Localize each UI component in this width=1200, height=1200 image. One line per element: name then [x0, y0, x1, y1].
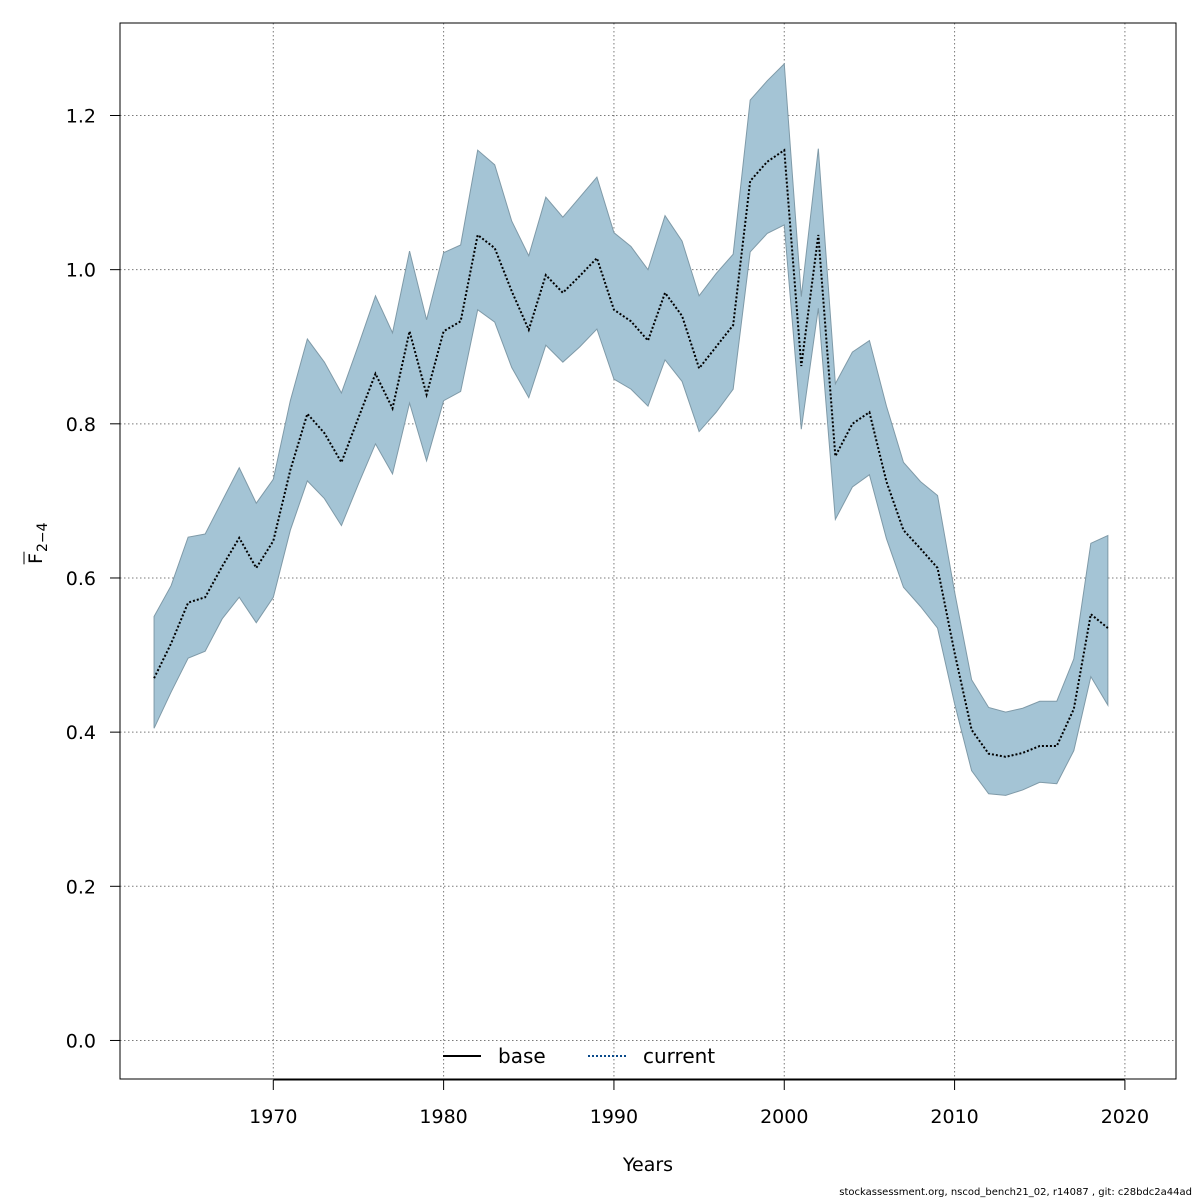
x-tick-label: 2020 — [1101, 1106, 1149, 1128]
y-axis: 0.0 0.2 0.4 0.6 0.8 1.0 1.2 — [66, 105, 121, 1052]
legend-label-current: current — [643, 1044, 715, 1068]
y-axis-title: F — 2−4 — [16, 522, 51, 565]
legend-label-base: base — [498, 1044, 546, 1068]
y-tick-label: 0.4 — [66, 722, 96, 744]
x-axis-title: Years — [622, 1154, 673, 1176]
y-tick-label: 1.0 — [66, 260, 96, 282]
x-tick-label: 1980 — [419, 1106, 467, 1128]
x-axis: 1970 1980 1990 2000 2010 2020 — [249, 1079, 1149, 1128]
legend: base current — [443, 1044, 715, 1068]
estimate-line-current — [153, 148, 1109, 758]
y-axis-title-subscript: 2−4 — [35, 522, 51, 552]
x-tick-label: 1990 — [590, 1106, 638, 1128]
x-tick-label: 2000 — [760, 1106, 808, 1128]
credit-footer: stockassessment.org, nscod_bench21_02, r… — [839, 1187, 1192, 1198]
y-tick-label: 0.6 — [66, 568, 96, 590]
y-axis-title-main: F — [25, 553, 47, 564]
y-tick-label: 0.8 — [66, 414, 96, 436]
x-tick-label: 1970 — [249, 1106, 297, 1128]
y-axis-title-overbar: — — [16, 551, 32, 565]
x-tick-label: 2010 — [930, 1106, 978, 1128]
confidence-band — [153, 62, 1109, 796]
y-tick-label: 0.2 — [66, 876, 96, 898]
y-tick-label: 1.2 — [66, 105, 96, 127]
y-tick-label: 0.0 — [66, 1030, 96, 1052]
